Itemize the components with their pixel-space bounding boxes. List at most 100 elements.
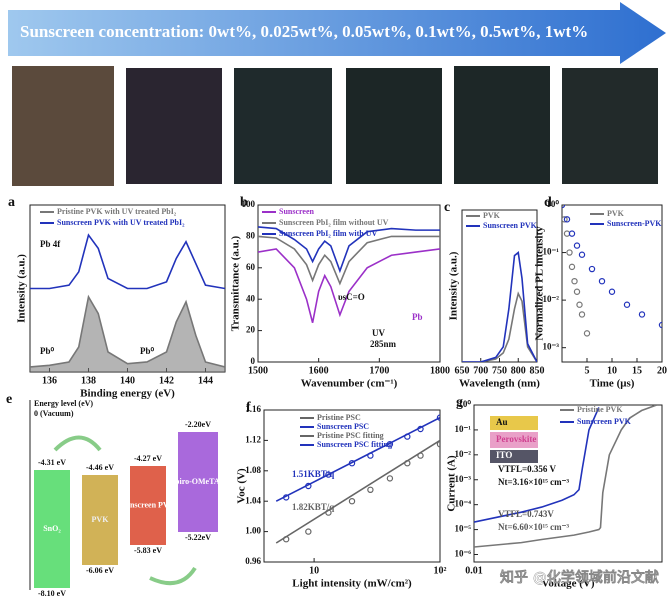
material-name: Spiro-OMeTAD: [171, 477, 226, 486]
material-name: PVK: [92, 515, 110, 524]
film: [454, 66, 550, 184]
point: [578, 251, 586, 258]
legend-label: PVK: [607, 209, 625, 218]
electron-arrow: [53, 435, 102, 452]
panel-letter: d: [544, 195, 552, 210]
y-axis-label: Intensity (a.u.): [448, 251, 460, 320]
plot-area: [462, 251, 537, 362]
point: [436, 414, 440, 421]
y-tick-label: 1.00: [245, 526, 261, 536]
series-line: [474, 407, 600, 523]
y-tick-label: 40: [246, 293, 256, 303]
energy-box: [82, 475, 118, 565]
point: [562, 205, 566, 209]
plot-frame: [257, 204, 441, 363]
series-line: [275, 416, 440, 502]
series-line: [258, 235, 440, 286]
x-tick-label: 1700: [369, 365, 389, 376]
y-tick-label: 10⁻¹: [455, 424, 472, 434]
point: [573, 242, 581, 249]
y-tick-label: 1.16: [245, 404, 261, 414]
point: [562, 216, 568, 223]
x-axis-label: Light intensity (mW/cm²): [292, 578, 412, 590]
y-tick-label: 1.08: [245, 465, 261, 475]
legend-label: Sunscreen PbI₂ film with UV: [279, 229, 377, 238]
y-tick-label: 0: [251, 356, 256, 366]
film: [234, 68, 332, 184]
annotation: VTFL=0.743V: [498, 509, 554, 519]
x-tick-label: 1800: [430, 365, 450, 376]
point: [386, 475, 394, 482]
point: [571, 277, 578, 285]
plot-area: [30, 233, 225, 372]
y-tick-label: 10⁻⁵: [455, 524, 472, 534]
homo-label: -8.10 eV: [38, 589, 66, 598]
point: [305, 528, 312, 535]
panel-letter: a: [8, 195, 15, 210]
lumo-label: -2.20eV: [185, 420, 211, 429]
legend-label: Sunscreen PVK with UV treated PbI₂: [57, 218, 185, 227]
y-tick-label: 10⁻²: [455, 449, 472, 459]
film: [126, 68, 222, 184]
annotation: 1.51KBT/q: [292, 469, 334, 479]
annotation: Nt=6.60×10¹⁵ cm⁻³: [498, 522, 569, 532]
energy-box: [34, 470, 70, 588]
y-tick-label: 10⁰: [546, 199, 559, 209]
annotation: VTFL=0.356 V: [498, 464, 556, 474]
annotation: 1.82KBT/q: [292, 502, 334, 512]
x-tick-label: 142: [159, 375, 174, 386]
lumo-label: -4.27 eV: [134, 454, 162, 463]
film: [12, 66, 114, 186]
film-photos: [12, 66, 658, 186]
annotation: Pb⁰: [140, 346, 155, 356]
material-name: Sunscreen PVK: [121, 500, 176, 509]
legend-label: Pristine PSC: [317, 413, 361, 422]
series-line: [30, 294, 225, 368]
material-name: SnO₂: [43, 524, 61, 533]
plot-frame: [461, 209, 538, 363]
series-line: [462, 251, 537, 362]
legend-label: Pristine PVK with UV treated PbI₂: [57, 207, 177, 216]
legend-label: Pristine PVK: [577, 405, 623, 414]
point: [608, 288, 616, 295]
x-axis-label: Time (μs): [590, 378, 635, 390]
point: [566, 249, 573, 256]
y-axis-label: Current (A): [446, 455, 458, 512]
film: [346, 68, 442, 184]
homo-label: -6.06 eV: [86, 566, 114, 575]
panel-letter: e: [6, 392, 12, 407]
y-axis-label: Voc (V): [236, 468, 248, 504]
point: [348, 498, 356, 505]
x-tick-label: 144: [198, 375, 213, 386]
plot-area: [258, 226, 440, 323]
panel-letter: f: [246, 400, 251, 415]
legend-label: Pristine PSC fitting: [317, 431, 384, 440]
plot-frame: [263, 409, 441, 563]
y-tick-label: 80: [246, 230, 256, 240]
y-tick-label: 1.12: [245, 434, 261, 444]
x-tick-label: 10²: [434, 565, 447, 576]
annotation: ITO: [496, 450, 512, 460]
series-line: [258, 226, 440, 274]
point: [563, 216, 571, 223]
x-axis-label: Wavelength (nm): [459, 378, 540, 390]
plot-area: [474, 405, 657, 548]
plot-area: [562, 205, 662, 337]
x-tick-label: 750: [492, 365, 507, 376]
annotation: UV: [372, 328, 385, 338]
x-tick-label: 650: [455, 365, 470, 376]
x-axis-label: Wavenumber (cm⁻¹): [301, 378, 398, 390]
axis-title: Energy level (eV): [34, 399, 93, 408]
series-line: [30, 233, 225, 290]
banner-arrow: [8, 2, 666, 64]
legend-label: Sunscreen PVK: [483, 221, 538, 230]
plot-frame: [561, 204, 663, 363]
y-tick-label: 1.04: [245, 495, 261, 505]
y-axis-label: Transmittance (a.u.): [230, 235, 242, 331]
plot-area: [275, 414, 440, 544]
point: [578, 311, 586, 318]
panel-letter: b: [240, 195, 248, 210]
annotation: Nt=3.16×10¹⁵ cm⁻³: [498, 477, 569, 487]
x-tick-label: 136: [42, 375, 57, 386]
